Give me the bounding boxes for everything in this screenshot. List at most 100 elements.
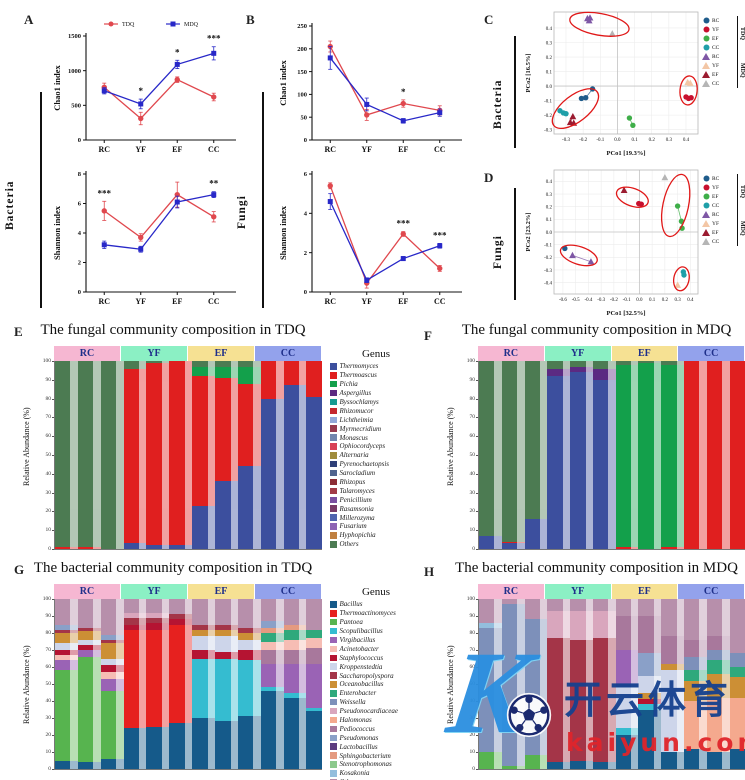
- legend-item: Others: [330, 540, 422, 549]
- color-swatch: [330, 752, 337, 759]
- legend-item: Pseudonocardiaceae: [330, 707, 422, 716]
- bar-segment-virgibacillus: [260, 663, 277, 688]
- genus-name: Rhizomucor: [339, 406, 374, 415]
- legend-label: EF: [712, 35, 719, 42]
- bar-segment-enterobacter: [283, 629, 300, 640]
- bar-segment-others: [570, 361, 586, 367]
- bar-connector: [253, 599, 261, 769]
- bar-segment-staphylococcus: [253, 650, 261, 661]
- bar-segment-thermoascus: [631, 547, 639, 549]
- bar-segment-weissella: [517, 604, 525, 766]
- bar-segment-pediococcus: [676, 636, 685, 664]
- color-swatch: [330, 443, 337, 450]
- y-axis-ticks: 0 10 20 30 40 50 60 70 80 90 100: [448, 584, 478, 772]
- genus-name: Halomonas: [339, 716, 372, 725]
- bar-segment-saccharopolyspora: [608, 638, 616, 763]
- y-tick-label: 30: [45, 489, 52, 496]
- bar-segment-others: [638, 361, 654, 363]
- bar-segment-thermoascus: [230, 377, 238, 482]
- bar-segment-saccharopolyspora: [253, 627, 261, 634]
- bar-segment-saccharopolyspora: [207, 624, 216, 630]
- scatter-D: -0.6 -0.5 -0.4 -0.3 -0.2 -0.1 0.0 0.1 0.2 0.3 0.4 -…: [525, 169, 699, 317]
- svg-text:TDQ: TDQ: [122, 22, 135, 28]
- bar-connector: [699, 599, 707, 769]
- bar-segment-aspergillus: [592, 368, 609, 380]
- bar-segment-enterobacter: [684, 670, 700, 681]
- bar-segment-others: [631, 599, 639, 617]
- genus-name: Monascus: [339, 433, 368, 442]
- bar-segment-others: [501, 599, 518, 605]
- svg-text:-0.3: -0.3: [544, 128, 552, 133]
- y-tick-label: 0: [472, 766, 475, 772]
- bar-segment-kosakonia: [494, 622, 502, 628]
- svg-text:0.3: 0.3: [666, 138, 673, 143]
- legend-item: Saccharopolyspora: [330, 671, 422, 680]
- stacked-bars: [54, 599, 322, 770]
- bar-segment-pediococcus: [706, 636, 723, 651]
- legend-item: Thermoascus: [330, 371, 422, 380]
- bar-segment-saccharopolyspora: [77, 627, 94, 632]
- genus-name: Weissella: [339, 698, 366, 707]
- svg-text:0.2: 0.2: [546, 205, 553, 210]
- bar-segment-others: [139, 361, 147, 369]
- legend-label: EF: [712, 71, 719, 78]
- legend-item: Millerozyma: [330, 513, 422, 522]
- group-header-yf: YF: [544, 584, 612, 599]
- stacked-bar: [479, 599, 495, 769]
- bar-segment-saccharopolyspora: [547, 638, 563, 763]
- bar-segment-staphylococcus: [230, 651, 238, 659]
- bar-connector: [93, 599, 101, 769]
- bar-segment-acinetobacter: [100, 672, 117, 679]
- bar-segment-pseudonocardiaceae: [146, 612, 162, 618]
- color-swatch: [330, 460, 337, 468]
- bar-segment-others: [207, 599, 216, 625]
- bar-segment-pediococcus: [631, 616, 639, 651]
- bar-connector: [562, 599, 571, 769]
- stacked-bar: [260, 599, 277, 769]
- bar-segment-acinetobacter: [70, 655, 78, 661]
- legend-item: EF: [702, 192, 737, 201]
- y-tick-label: 40: [469, 698, 476, 704]
- line-chart-B1: 0 50 100 150 200 250 RC YF EF CC Chao1 index *: [278, 23, 462, 154]
- genus-name: Lactobacillus: [339, 742, 378, 751]
- bar-segment-others: [169, 599, 185, 615]
- pcoa-bacteria: -0.3 -0.2 -0.1 0.0 0.1 0.2 0.3 0.4 -0.3 -0.2 -0.1 0…: [522, 6, 704, 165]
- bar-segment-kosakonia: [479, 622, 495, 628]
- y-tick-label: 60: [469, 664, 476, 670]
- bar-connector: [139, 599, 147, 769]
- bar-segment-virgibacillus: [77, 650, 94, 657]
- stacked-bar: [192, 361, 208, 549]
- legend-item: Alternaria: [330, 451, 422, 460]
- bar-segment-others: [276, 599, 284, 622]
- bar-segment-staphylococcus: [169, 619, 185, 625]
- y-tick-label: 80: [469, 395, 476, 402]
- stacked-bar: [169, 361, 185, 549]
- color-swatch: [330, 363, 337, 370]
- bar-segment-others: [123, 361, 140, 369]
- bar-segment-others: [192, 361, 208, 367]
- svg-text:0.0: 0.0: [546, 85, 553, 90]
- bar-segment-virgibacillus: [93, 650, 101, 657]
- bar-segment-others: [631, 361, 639, 365]
- bar-segment-pantoea: [100, 690, 117, 759]
- bar-segment-virgibacillus: [615, 650, 632, 688]
- bar-segment-others: [540, 361, 548, 519]
- stacked-bar: [570, 599, 586, 769]
- color-swatch: [330, 478, 337, 486]
- y-tick-label: 80: [45, 630, 52, 636]
- bar-segment-halomonas: [729, 697, 745, 749]
- bar-segment-others: [70, 361, 78, 548]
- bar-segment-others: [653, 361, 662, 363]
- legend-item: Acinetobacter: [330, 644, 422, 653]
- bar-segment-bacillus: [729, 748, 745, 769]
- bar-segment-pseudonocardiaceae: [562, 610, 571, 639]
- group-header-rc: RC: [54, 346, 121, 361]
- bar-segment-others: [77, 599, 94, 628]
- bar-segment-others: [608, 599, 616, 611]
- bar-segment-others: [729, 599, 745, 654]
- bar-connector: [722, 361, 730, 549]
- bar-segment-others: [524, 361, 540, 519]
- legend-item: Sphingobacterium: [330, 751, 422, 760]
- bar-segment-staphylococcus: [638, 699, 654, 705]
- bar-segment-saccharopolyspora: [169, 614, 185, 620]
